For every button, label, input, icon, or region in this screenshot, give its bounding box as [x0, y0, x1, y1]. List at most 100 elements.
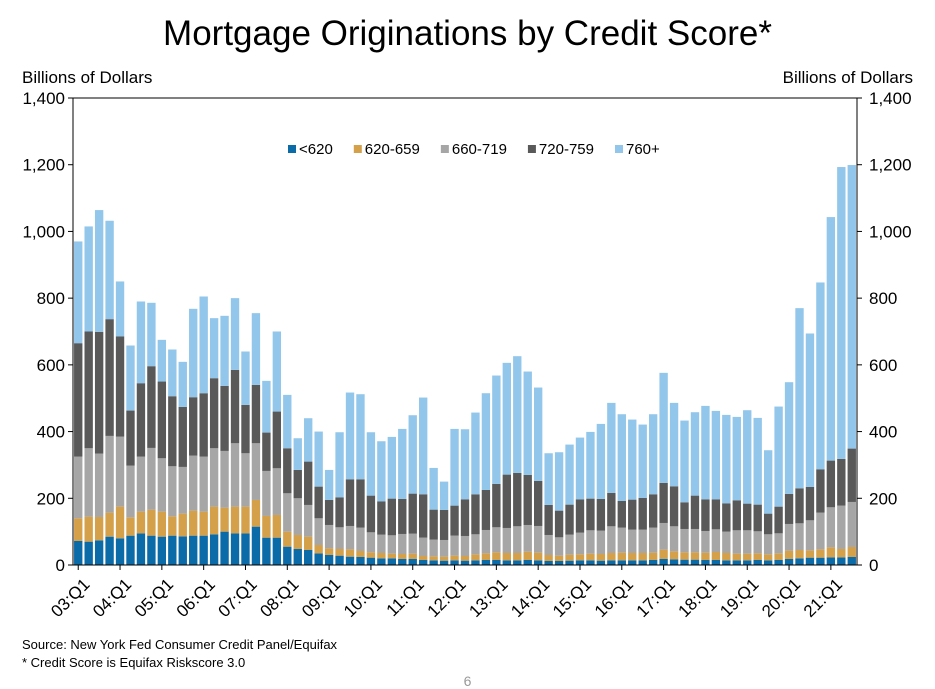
bar-segment	[189, 455, 198, 511]
y-tick-label: 0	[56, 556, 65, 575]
bar-segment	[544, 561, 553, 565]
y-tick-label: 800	[37, 289, 65, 308]
bar-segment	[115, 436, 125, 507]
y-tick-label: 400	[869, 423, 897, 442]
bar-segment	[126, 465, 135, 518]
bar-segment	[575, 554, 585, 561]
bar-segment	[837, 167, 846, 459]
bar-segment	[84, 541, 93, 565]
bar-segment	[356, 550, 365, 557]
bar-segment	[533, 525, 543, 553]
bar-segment	[805, 486, 815, 521]
bar-segment	[638, 424, 647, 498]
x-tick-label: 10:Q1	[340, 575, 386, 621]
x-tick-label: 12:Q1	[424, 575, 470, 621]
bar-segment	[178, 466, 187, 514]
bar-segment	[345, 525, 355, 550]
bar-segment	[335, 497, 344, 528]
bar-segment	[701, 560, 710, 565]
bar-segment	[366, 552, 376, 558]
bar-segment	[178, 513, 187, 537]
bar-segment	[324, 524, 334, 549]
bar-segment	[680, 528, 689, 553]
bar-segment	[847, 546, 856, 557]
bar-segment	[784, 559, 794, 565]
bar-segment	[826, 557, 836, 565]
bar-segment	[795, 523, 804, 550]
bar-segment	[136, 533, 146, 565]
bar-segment	[586, 530, 595, 554]
bar-segment	[680, 420, 689, 503]
x-tick-label: 19:Q1	[716, 575, 762, 621]
bar-segment	[732, 553, 741, 561]
bar-segment	[314, 431, 323, 487]
bar-segment	[126, 410, 135, 466]
bar-segment	[544, 534, 553, 555]
bar-segment	[837, 458, 846, 506]
bar-segment	[251, 443, 261, 500]
bar-segment	[669, 551, 679, 560]
bar-segment	[189, 535, 198, 565]
bar-segment	[272, 537, 282, 565]
x-tick-label: 06:Q1	[173, 575, 219, 621]
bar-segment	[366, 495, 376, 533]
bar-segment	[617, 414, 626, 501]
bar-segment	[147, 302, 156, 367]
y-tick-label: 1,000	[22, 222, 65, 241]
bar-segment	[283, 448, 292, 494]
bar-segment	[450, 535, 459, 556]
bar-segment	[607, 402, 616, 493]
bar-segment	[533, 560, 543, 565]
bar-segment	[617, 527, 626, 553]
x-axis: 03:Q104:Q105:Q106:Q107:Q108:Q109:Q110:Q1…	[47, 565, 846, 621]
bar-segment	[648, 494, 658, 528]
bar-segment	[816, 469, 825, 513]
bar-segment	[523, 474, 532, 525]
bar-segment	[209, 506, 219, 535]
bar-segment	[628, 552, 637, 561]
y-axis-right: 0 200 400 600 800 1,000 1,200 1,400	[857, 89, 912, 575]
page-number: 6	[463, 673, 472, 689]
bar-segment	[753, 531, 762, 554]
bar-segment	[84, 448, 93, 517]
bar-segment	[763, 534, 773, 555]
x-tick-label: 18:Q1	[674, 575, 720, 621]
bar-segment	[220, 450, 229, 508]
bar-segment	[753, 553, 762, 560]
bar-segment	[157, 536, 167, 565]
bar-segment	[669, 526, 679, 552]
bar-segment	[209, 318, 219, 379]
bar-segment	[732, 416, 741, 501]
bar-segment	[659, 372, 668, 483]
bar-segment	[408, 415, 417, 494]
bar-segment	[408, 533, 417, 554]
bar-segment	[774, 506, 783, 534]
bar-segment	[293, 438, 302, 470]
bar-segment	[157, 339, 167, 382]
bar-segment	[554, 537, 564, 556]
x-tick-label: 21:Q1	[800, 575, 846, 621]
bar-segment	[544, 504, 553, 535]
bar-segment	[460, 535, 470, 556]
bar-segment	[419, 397, 428, 495]
bar-segment	[732, 530, 741, 554]
bar-segment	[763, 560, 773, 565]
bar-segment	[94, 210, 104, 332]
bar-segment	[189, 510, 198, 536]
bar-segment	[377, 534, 386, 553]
bar-segment	[763, 513, 773, 535]
bar-segment	[701, 405, 710, 500]
bar-segment	[377, 441, 386, 502]
bar-segment	[157, 458, 167, 512]
bar-segment	[366, 532, 376, 553]
bar-segment	[680, 559, 689, 565]
bar-segment	[439, 481, 449, 510]
bar-segment	[575, 560, 585, 565]
bar-segment	[607, 560, 616, 565]
bar-segment	[481, 529, 491, 554]
bar-segment	[398, 553, 407, 559]
bar-segment	[335, 555, 344, 565]
bar-segment	[345, 549, 355, 557]
bar-segment	[460, 555, 470, 561]
bar-segment	[377, 552, 386, 559]
